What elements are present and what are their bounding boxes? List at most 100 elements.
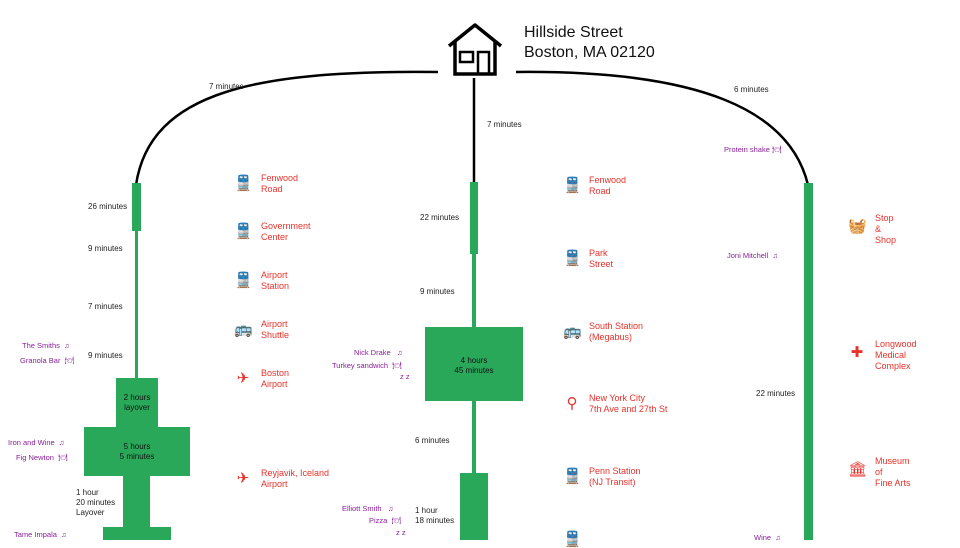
- left-music-3: Tame Impala ♫: [14, 530, 67, 540]
- left-stop-1-label: Fenwood Road: [261, 173, 299, 194]
- plane-icon: ✈: [236, 470, 250, 487]
- right-music-2-text: Wine: [754, 533, 772, 542]
- left-flight-label: 5 hours 5 minutes: [119, 442, 155, 461]
- middle-stop-4-label: New York City 7th Ave and 27th St: [589, 393, 668, 414]
- middle-train-box: [460, 473, 488, 540]
- music-note-icon: ♫: [770, 251, 779, 260]
- right-duration-1: 22 minutes: [756, 389, 796, 398]
- plane-icon: ✈: [236, 370, 250, 387]
- left-food-2-text: Fig Newton: [16, 453, 54, 462]
- middle-music-2-text: Elliott Smith: [342, 504, 382, 513]
- middle-music-1-text: Nick Drake: [354, 348, 391, 357]
- address-line-1: Hillside Street: [524, 24, 623, 41]
- left-duration-1: 26 minutes: [88, 202, 128, 211]
- museum-icon: 🏛: [848, 461, 868, 478]
- left-flight-box-2: [103, 527, 171, 540]
- middle-train-label: 1 hour 18 minutes: [415, 506, 455, 525]
- train-icon: 🚆: [563, 177, 582, 194]
- train-icon: 🚆: [234, 175, 253, 192]
- right-bar: [804, 183, 813, 540]
- music-note-icon: ♫: [62, 341, 70, 350]
- music-note-icon: ♫: [383, 504, 394, 513]
- middle-top-duration: 7 minutes: [487, 120, 522, 129]
- music-note-icon: ♫: [773, 533, 781, 542]
- middle-duration-3: 6 minutes: [415, 436, 450, 445]
- left-music-1-text: The Smiths: [22, 341, 60, 350]
- left-food-1: Granola Bar 🍽: [20, 356, 74, 366]
- bus-icon: 🚌: [234, 321, 253, 338]
- right-food-1-text: Protein shake: [724, 145, 770, 154]
- left-music-1: The Smiths ♫: [22, 341, 70, 351]
- left-top-duration: 7 minutes: [209, 82, 244, 91]
- right-stop-2-label: Longwood Medical Complex: [875, 339, 917, 371]
- food-icon: 🍽: [771, 145, 782, 154]
- middle-bus-label: 4 hours 45 minutes: [454, 356, 494, 375]
- middle-sleep-1: z z: [400, 372, 410, 382]
- middle-sleep-2: z z: [396, 528, 406, 538]
- middle-bar-segment-1: [470, 182, 478, 254]
- address-line-2: Boston, MA 02120: [524, 44, 655, 61]
- middle-stop-5-label: Penn Station (NJ Transit): [589, 466, 641, 487]
- right-food-1: Protein shake 🍽: [724, 145, 782, 155]
- food-icon: 🍽: [390, 361, 402, 370]
- left-duration-3: 7 minutes: [88, 302, 123, 311]
- right-stop-3-label: Museum of Fine Arts: [875, 456, 911, 488]
- left-bar-segment-1: [132, 183, 141, 231]
- middle-food-1: Turkey sandwich 🍽: [332, 361, 402, 371]
- train-icon: 🚆: [563, 531, 582, 548]
- left-stop-4-label: Airport Shuttle: [261, 319, 290, 340]
- middle-bar-segment-2: [472, 254, 476, 328]
- food-icon: 🍽: [62, 356, 75, 365]
- left-food-1-text: Granola Bar: [20, 356, 61, 365]
- middle-stop-3-label: South Station (Megabus): [589, 321, 644, 342]
- middle-music-2: Elliott Smith ♫: [342, 504, 394, 514]
- music-note-icon: ♫: [56, 438, 65, 447]
- address: Hillside Street Boston, MA 02120: [524, 23, 655, 63]
- right-top-duration: 6 minutes: [734, 85, 769, 94]
- middle-duration-1: 22 minutes: [420, 213, 460, 222]
- food-icon: 🍽: [389, 516, 402, 525]
- bus-icon: 🚌: [563, 323, 582, 340]
- right-route-arc: [515, 70, 810, 186]
- music-note-icon: ♫: [392, 348, 403, 357]
- basket-icon: 🧺: [848, 218, 867, 235]
- right-music-1: Joni Mitchell ♫: [727, 251, 778, 261]
- left-layover-2-label: 1 hour 20 minutes Layover: [76, 488, 116, 517]
- streetlamp-icon: ⚲: [566, 395, 578, 412]
- left-bar-segment-3: [123, 476, 150, 528]
- middle-bus-box: [425, 327, 523, 401]
- left-flight-box: [84, 427, 190, 476]
- middle-stop-1-label: Fenwood Road: [589, 175, 627, 196]
- middle-music-1: Nick Drake ♫: [354, 348, 403, 358]
- train-icon: 🚆: [563, 468, 582, 485]
- left-route-arc: [134, 70, 439, 186]
- music-note-icon: ♫: [59, 530, 67, 539]
- sleep-icon: z z: [400, 372, 410, 381]
- left-stop-5-label: Boston Airport: [261, 368, 290, 389]
- left-stop-2-label: Government Center: [261, 221, 311, 242]
- middle-food-1-text: Turkey sandwich: [332, 361, 388, 370]
- house-icon: [447, 23, 503, 76]
- left-duration-4: 9 minutes: [88, 351, 123, 360]
- left-music-2: Iron and Wine ♫: [8, 438, 65, 448]
- middle-duration-2: 9 minutes: [420, 287, 455, 296]
- sleep-icon: z z: [396, 528, 406, 537]
- right-stop-1-label: Stop & Shop: [875, 213, 897, 245]
- left-duration-2: 9 minutes: [88, 244, 123, 253]
- train-icon: 🚆: [234, 223, 253, 240]
- middle-food-2-text: Pizza: [369, 516, 388, 525]
- train-icon: 🚆: [234, 272, 253, 289]
- medical-icon: ✚: [850, 344, 864, 361]
- left-music-2-text: Iron and Wine: [8, 438, 55, 447]
- left-music-3-text: Tame Impala: [14, 530, 57, 539]
- right-music-2: Wine ♫: [754, 533, 781, 543]
- train-icon: 🚆: [563, 250, 582, 267]
- middle-bar-segment-3: [472, 401, 476, 474]
- right-music-1-text: Joni Mitchell: [727, 251, 769, 260]
- food-icon: 🍽: [56, 453, 68, 462]
- left-food-2: Fig Newton 🍽: [16, 453, 68, 463]
- left-bar-segment-2: [135, 231, 138, 378]
- left-stop-6-label: Reyjavik, Iceland Airport: [261, 468, 330, 489]
- middle-food-2: Pizza 🍽: [369, 516, 401, 526]
